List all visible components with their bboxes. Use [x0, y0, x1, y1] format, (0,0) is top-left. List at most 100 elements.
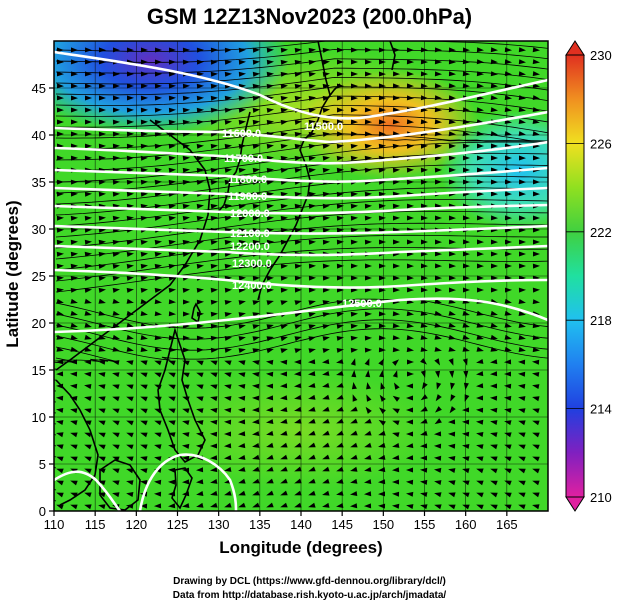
wind-arrow: [252, 179, 260, 185]
wind-arrow: [378, 442, 386, 448]
wind-arrow: [378, 347, 386, 353]
wind-arrow: [294, 336, 302, 342]
wind-arrow: [280, 371, 287, 377]
streamline: [55, 319, 548, 351]
wind-arrow: [280, 287, 288, 293]
wind-arrow: [393, 59, 400, 65]
streamline: [54, 401, 57, 403]
wind-arrow: [238, 203, 246, 209]
wind-arrow: [168, 107, 176, 113]
wind-arrow: [294, 383, 302, 389]
wind-arrow: [364, 239, 372, 245]
wind-arrow: [448, 95, 456, 101]
wind-arrow: [196, 396, 204, 402]
wind-arrow: [280, 203, 288, 209]
wind-arrow: [336, 312, 344, 317]
wind-arrow: [238, 47, 246, 53]
wind-arrow: [70, 432, 78, 438]
wind-arrow: [350, 239, 358, 245]
wind-arrow: [57, 47, 64, 53]
wind-arrow: [448, 456, 456, 461]
wind-arrow: [518, 131, 526, 136]
wind-arrow: [84, 334, 92, 340]
wind-arrow: [294, 466, 302, 472]
wind-arrow: [504, 420, 512, 426]
wind-arrow: [420, 406, 428, 412]
wind-arrow: [112, 131, 120, 137]
wind-arrow: [196, 251, 204, 257]
wind-arrow: [462, 71, 470, 77]
wind-arrow: [126, 432, 134, 438]
wind-arrow: [420, 394, 428, 401]
wind-arrow: [336, 359, 344, 364]
wind-arrow: [224, 71, 232, 77]
wind-arrow: [532, 323, 540, 329]
wind-arrow: [252, 348, 260, 354]
x-tick-label: 120: [125, 517, 147, 532]
wind-arrow: [392, 432, 400, 438]
wind-arrow: [322, 502, 330, 508]
wind-arrow: [518, 287, 526, 293]
wind-arrow: [57, 155, 64, 161]
wind-arrow: [140, 155, 148, 161]
wind-arrow: [392, 179, 400, 185]
wind-arrow: [56, 215, 64, 221]
wind-arrow: [379, 59, 386, 65]
wind-arrow: [210, 179, 218, 185]
wind-arrow: [252, 360, 260, 365]
wind-arrow: [154, 299, 162, 305]
wind-arrow: [113, 71, 120, 77]
wind-arrow: [463, 382, 469, 390]
wind-arrow: [56, 346, 64, 352]
x-tick-label: 115: [85, 517, 106, 532]
wind-arrow: [71, 155, 78, 161]
wind-arrow: [476, 322, 484, 328]
wind-arrow: [462, 358, 468, 366]
wind-arrow: [126, 155, 134, 161]
wind-arrow: [364, 335, 372, 341]
wind-arrow: [392, 107, 400, 113]
wind-arrow: [168, 396, 176, 402]
wind-arrow: [112, 215, 120, 221]
wind-arrow: [280, 83, 288, 89]
wind-arrow: [450, 394, 456, 402]
wind-arrow: [238, 59, 246, 65]
wind-arrow: [154, 155, 162, 161]
wind-arrow: [238, 407, 246, 413]
wind-arrow: [449, 370, 455, 378]
wind-arrow: [518, 119, 526, 124]
wind-arrow: [322, 59, 330, 65]
wind-arrow: [266, 454, 274, 460]
wind-arrow: [182, 287, 190, 293]
wind-arrow: [280, 418, 288, 424]
wind-arrow: [420, 479, 428, 485]
wind-arrow: [476, 432, 484, 437]
wind-arrow: [266, 478, 274, 484]
wind-arrow: [351, 71, 358, 77]
wind-arrow: [434, 418, 442, 425]
wind-arrow: [532, 347, 540, 353]
wind-arrow: [224, 324, 232, 329]
wind-arrow: [392, 203, 400, 209]
wind-arrow: [308, 275, 316, 281]
wind-arrow: [420, 430, 428, 436]
wind-arrow: [140, 335, 148, 340]
wind-arrow: [505, 155, 512, 161]
wind-arrow: [518, 71, 526, 77]
streamline: [54, 499, 57, 502]
wind-arrow: [434, 119, 442, 125]
wind-arrow: [449, 179, 456, 185]
wind-arrow: [462, 131, 470, 137]
wind-arrow: [365, 275, 372, 281]
wind-arrow: [266, 47, 274, 53]
wind-arrow: [280, 442, 288, 448]
wind-arrow: [378, 131, 386, 137]
wind-arrow: [224, 312, 232, 317]
contour-11800: [54, 166, 548, 183]
wind-arrow: [266, 275, 274, 281]
wind-arrow: [364, 155, 372, 161]
wind-arrow: [392, 467, 400, 473]
wind-arrow: [252, 383, 260, 389]
streamline: [55, 308, 548, 340]
wind-arrow: [98, 444, 106, 450]
